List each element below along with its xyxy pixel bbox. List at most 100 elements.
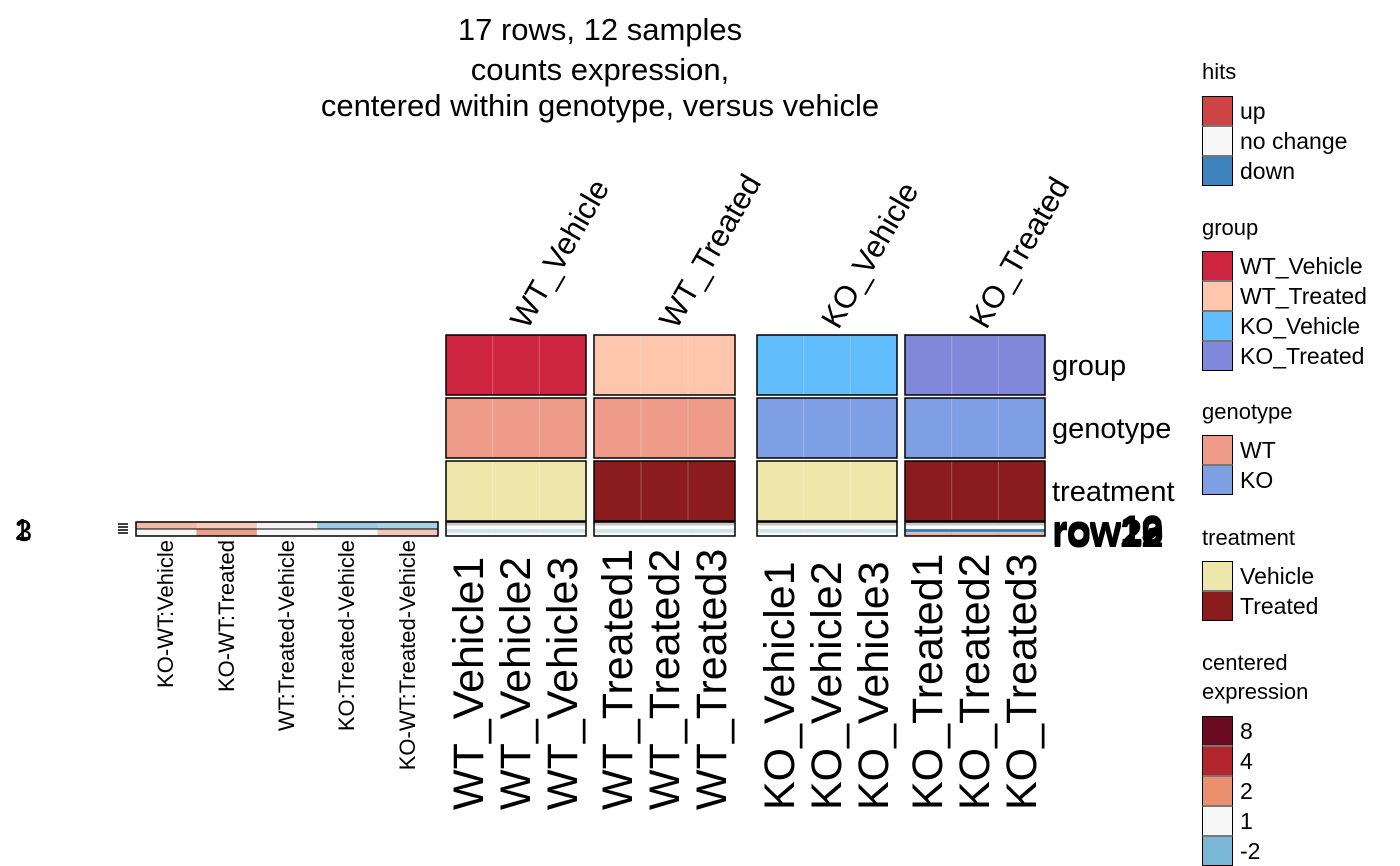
expression-cell	[757, 529, 804, 533]
annotation-cell-treatment	[594, 461, 642, 521]
legend-label: 1	[1240, 808, 1253, 834]
annotation-cell-group	[594, 335, 642, 395]
annotation-band-border-genotype	[593, 397, 736, 459]
annotation-cell-treatment	[803, 461, 851, 521]
expression-cell	[850, 532, 898, 536]
annotation-cell-group	[757, 335, 805, 395]
hits-cell	[196, 522, 258, 529]
annotation-cell-group	[951, 335, 999, 395]
annotation-band-border-treatment	[445, 460, 587, 522]
legend-label: 2	[1240, 778, 1253, 804]
sample-label: KO_Treated3	[997, 553, 1046, 810]
row-label: row19	[1052, 511, 1164, 555]
annotation-band-border-genotype	[756, 397, 898, 459]
chart-title-line-3: centered within genotype, versus vehicle	[320, 88, 880, 123]
main-heatmap	[445, 334, 1046, 537]
annotation-band-border-group	[445, 334, 587, 396]
expression-row-strip	[757, 522, 897, 526]
legend-title-treatment: treatment	[1202, 525, 1295, 550]
legend-swatch	[1202, 716, 1233, 746]
expression-row-strip	[594, 525, 735, 529]
sample-label: WT_Vehicle2	[492, 556, 540, 810]
expression-cell	[803, 532, 851, 536]
expression-block-border	[593, 521, 736, 537]
legend-title-genotype: genotype	[1202, 399, 1293, 424]
row-label: row16	[1052, 510, 1164, 554]
annotation-cell-group	[905, 335, 953, 395]
legend-title-centered-expression: centered	[1202, 650, 1288, 675]
legend-label: KO_Vehicle	[1240, 313, 1361, 339]
sample-label: KO_Treated2	[951, 553, 999, 810]
annotation-cell-genotype	[492, 398, 540, 458]
legend-swatch	[1202, 311, 1233, 341]
annotation-cell-genotype	[803, 398, 851, 458]
sample-label: KO_Treated1	[904, 553, 953, 810]
legend-swatch	[1202, 591, 1233, 621]
annotation-cell-genotype	[688, 398, 736, 458]
annotation-cell-genotype	[594, 398, 642, 458]
sample-label: WT_Treated1	[593, 548, 642, 810]
expression-cell	[492, 529, 540, 533]
expression-row-strip	[905, 522, 1045, 526]
annotation-cell-genotype	[641, 398, 689, 458]
hits-column-label: KO-WT:Treated-Vehicle	[394, 540, 420, 771]
expression-cell	[688, 529, 736, 533]
chart-title-line-2: counts expression,	[470, 52, 730, 87]
legend-swatch	[1202, 776, 1233, 806]
annotation-cell-genotype	[757, 398, 805, 458]
annotation-cell-group	[688, 335, 736, 395]
hits-cell	[377, 522, 439, 529]
legend-label: down	[1240, 158, 1295, 184]
annotation-cell-genotype	[998, 398, 1046, 458]
expression-cell	[850, 529, 898, 533]
expression-row-strip	[446, 522, 586, 526]
annotation-cell-treatment	[688, 461, 736, 521]
expression-row-strip	[446, 525, 586, 529]
legend-swatch	[1202, 341, 1233, 371]
hits-cell	[256, 522, 318, 529]
annotation-cell-genotype	[446, 398, 494, 458]
expression-cell	[905, 532, 952, 536]
annotation-band-border-genotype	[445, 397, 587, 459]
annotation-band-border-treatment	[904, 460, 1046, 522]
expression-cell	[998, 532, 1046, 536]
legend-swatch	[1202, 836, 1233, 866]
expression-cell	[641, 529, 689, 533]
sample-label: KO_Vehicle2	[803, 561, 851, 810]
row-label: row22	[1052, 512, 1164, 556]
annotation-cell-genotype	[905, 398, 953, 458]
legend-label: no change	[1240, 128, 1348, 154]
hits-heatmap	[118, 521, 439, 537]
sample-label: WT_Vehicle3	[538, 556, 587, 810]
hits-cell	[136, 529, 197, 536]
legend-title-hits: hits	[1202, 59, 1237, 84]
legend-swatch	[1202, 561, 1233, 591]
legend-swatch	[1202, 435, 1233, 465]
expression-block-border	[904, 521, 1046, 537]
legend-label: WT_Treated	[1240, 283, 1367, 309]
hits-cell	[317, 529, 378, 536]
annotation-cell-treatment	[492, 461, 540, 521]
legend-label: WT	[1240, 437, 1276, 463]
expression-cell	[757, 532, 804, 536]
sample-label: WT_Vehicle1	[445, 556, 494, 810]
annotation-cell-group	[446, 335, 494, 395]
sample-label: WT_Treated2	[640, 548, 689, 810]
annotation-cell-group	[803, 335, 851, 395]
expression-cell	[492, 532, 540, 536]
expression-row-strip	[594, 522, 735, 526]
annotation-cell-group	[641, 335, 689, 395]
legend-label: WT_Vehicle	[1240, 253, 1363, 279]
annotation-cell-treatment	[757, 461, 805, 521]
legend-swatch	[1202, 126, 1233, 156]
sample-label: KO_Vehicle1	[756, 561, 805, 810]
hits-column-label: KO-WT:Treated	[213, 540, 239, 692]
expression-cell	[539, 529, 587, 533]
annotation-cell-treatment	[951, 461, 999, 521]
expression-block-border	[756, 521, 898, 537]
annotation-band-border-genotype	[904, 397, 1046, 459]
annotation-cell-treatment	[641, 461, 689, 521]
annotation-row-label: group	[1052, 350, 1127, 382]
annotation-band-border-treatment	[756, 460, 898, 522]
annotation-cell-treatment	[850, 461, 898, 521]
